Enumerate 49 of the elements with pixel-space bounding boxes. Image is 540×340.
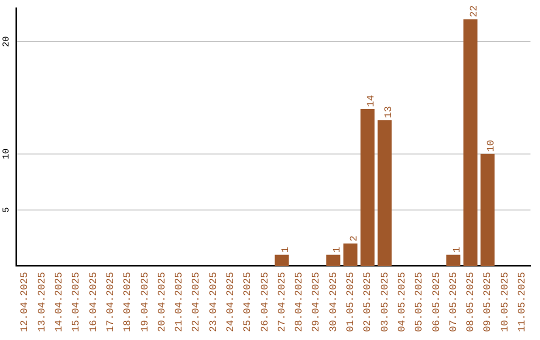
bar [446,254,460,266]
x-tick-label: 18.04.2025 [123,272,134,332]
y-tick-label: 5 [1,207,12,213]
data-label: 13 [384,106,395,118]
data-label: 1 [332,246,344,253]
bar [480,154,495,266]
x-tick-label: 26.04.2025 [260,272,272,332]
x-tick-label: 22.04.2025 [192,272,203,332]
x-tick-label: 11.05.2025 [518,272,529,332]
bar [274,254,289,266]
x-tick-label: 20.04.2025 [157,272,168,332]
x-tick-label: 08.05.2025 [466,272,478,332]
x-tick-label: 13.04.2025 [37,272,48,332]
x-tick-label: 02.05.2025 [363,272,374,332]
x-tick-label: 19.04.2025 [140,272,152,332]
bar [378,120,392,266]
data-label: 10 [486,140,498,152]
x-tick-label: 14.04.2025 [54,272,66,332]
x-tick-label: 16.04.2025 [88,272,100,332]
x-tick-label: 27.04.2025 [277,272,288,332]
data-label: 14 [366,94,378,107]
x-tick-label: 03.05.2025 [380,272,392,332]
x-tick-label: 01.05.2025 [346,272,358,332]
data-label: 1 [452,246,464,253]
x-tick-label: 23.04.2025 [208,272,220,332]
bar [360,108,375,266]
x-tick-label: 10.05.2025 [500,272,512,332]
x-tick-label: 24.04.2025 [226,272,237,332]
y-tick-label: 20 [1,36,12,48]
data-label: 2 [350,236,361,242]
x-tick-label: 09.05.2025 [483,272,494,332]
data-label: 1 [280,246,292,253]
x-tick-label: 15.04.2025 [72,272,83,332]
y-tick-label: 10 [1,148,12,160]
x-tick-label: 29.04.2025 [312,272,323,332]
bar [326,254,340,266]
x-tick-label: 05.05.2025 [414,272,426,332]
x-tick-label: 25.04.2025 [243,272,254,332]
x-tick-label: 21.04.2025 [174,272,186,332]
bar [463,19,478,266]
x-tick-label: 12.04.2025 [20,272,32,332]
x-tick-label: 17.04.2025 [106,272,117,332]
x-tick-label: 28.04.2025 [294,272,306,332]
x-tick-label: 06.05.2025 [432,272,443,332]
x-tick-label: 04.05.2025 [397,272,408,332]
data-label: 22 [470,5,481,18]
x-tick-label: 07.05.2025 [448,272,460,332]
x-tick-label: 30.04.2025 [328,272,340,332]
bar [343,244,358,266]
